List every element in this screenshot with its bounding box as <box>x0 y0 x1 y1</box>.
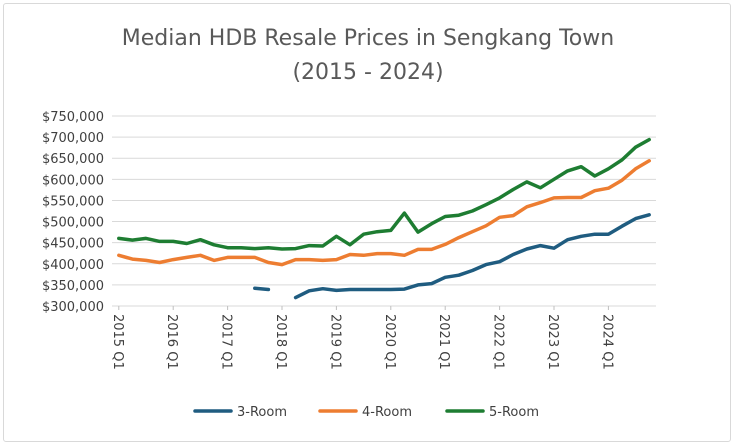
series-line-3-room <box>293 213 651 300</box>
series-lines <box>117 137 651 300</box>
chart-title: Median HDB Resale Prices in Sengkang Tow… <box>0 22 736 90</box>
chart-title-line1: Median HDB Resale Prices in Sengkang Tow… <box>121 26 615 51</box>
x-tick-label: 2020 Q1 <box>382 314 397 370</box>
x-tick-label: 2022 Q1 <box>491 314 506 370</box>
y-tick-label: $700,000 <box>42 131 104 146</box>
chart-frame <box>3 3 731 442</box>
y-tick-label: $450,000 <box>42 237 104 252</box>
legend-label: 4-Room <box>362 405 412 420</box>
x-tick-label: 2017 Q1 <box>219 314 234 370</box>
legend-label: 5-Room <box>489 405 539 420</box>
grid-lines <box>112 115 656 307</box>
x-tick-label: 2019 Q1 <box>327 314 342 370</box>
y-tick-label: $300,000 <box>42 300 104 315</box>
legend: 3-Room 4-Room 5-Room <box>193 405 539 420</box>
y-tick-label: $650,000 <box>42 152 104 167</box>
y-tick-label: $550,000 <box>42 194 104 209</box>
legend-label: 3-Room <box>237 405 287 420</box>
series-line-5-room <box>117 137 651 251</box>
x-tick-label: 2021 Q1 <box>436 314 451 370</box>
series-line-4-room <box>117 159 651 267</box>
y-tick-label: $600,000 <box>42 173 104 188</box>
y-axis-ticks: $300,000 $350,000 $400,000 $450,000 $500,000… <box>42 110 104 315</box>
x-tick-label: 2023 Q1 <box>545 314 560 370</box>
x-tick-label: 2018 Q1 <box>273 314 288 370</box>
y-tick-label: $750,000 <box>42 110 104 125</box>
chart-title-line2: (2015 - 2024) <box>292 60 444 85</box>
y-tick-label: $400,000 <box>42 258 104 273</box>
y-tick-label: $500,000 <box>42 216 104 231</box>
x-tick-label: 2024 Q1 <box>599 314 614 370</box>
x-tick-label: 2015 Q1 <box>110 314 125 370</box>
x-axis-ticks: 2015 Q1 2016 Q1 2017 Q1 2018 Q1 2019 Q1 2020 … <box>110 306 614 370</box>
series-line-3-room <box>253 286 271 292</box>
y-tick-label: $350,000 <box>42 279 104 294</box>
x-tick-label: 2016 Q1 <box>164 314 179 370</box>
